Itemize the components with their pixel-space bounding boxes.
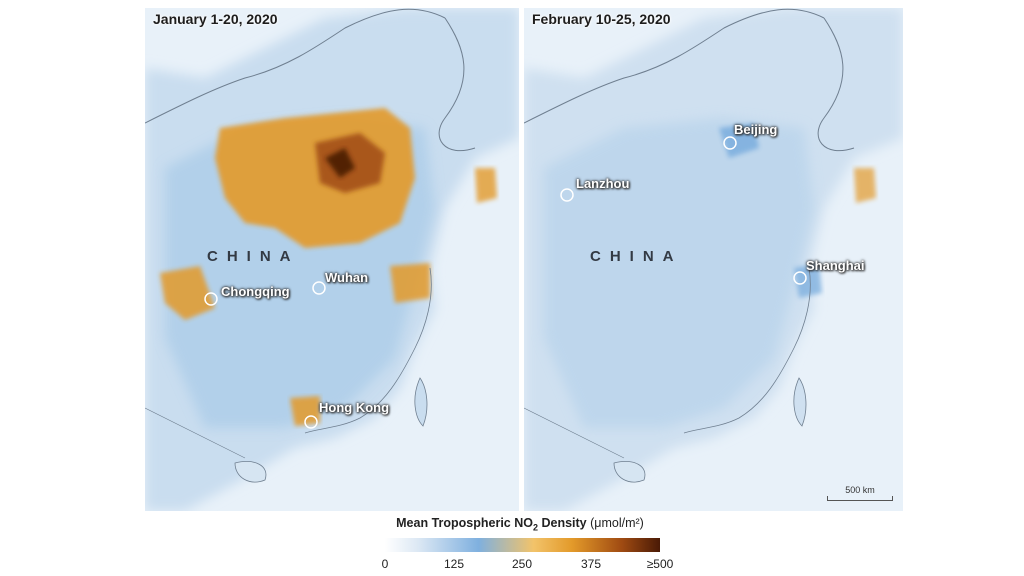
no2-map-february [524,8,903,511]
legend-tick: 0 [381,557,389,571]
no2-map-january [145,8,519,511]
country-label-china: CHINA [590,248,683,265]
legend-tick: 250 [511,557,533,571]
country-label-china: CHINA [207,248,300,265]
map-panel-february: February 10-25, 2020 CHINA Lanzhou Beiji… [524,8,903,511]
legend-tick: 375 [580,557,602,571]
city-label-beijing: Beijing [734,122,778,137]
color-legend: Mean Tropospheric NO2 Density (μmol/m²) … [370,516,674,576]
legend-tick: 125 [443,557,465,571]
city-label-wuhan: Wuhan [325,270,369,285]
city-label-shanghai: Shanghai [806,258,865,273]
legend-tick: ≥500 [646,557,674,571]
map-panel-january: January 1-20, 2020 CHINA Chongqing Wuhan… [145,8,519,511]
legend-color-ramp [385,538,660,552]
scale-bar: 500 km [827,485,893,501]
legend-title: Mean Tropospheric NO2 Density (μmol/m²) [396,516,644,533]
panel-title-january: January 1-20, 2020 [153,11,278,27]
city-label-chongqing: Chongqing [221,284,290,299]
scale-bar-line [827,496,893,501]
scale-bar-label: 500 km [845,485,875,495]
city-label-lanzhou: Lanzhou [576,176,630,191]
panel-title-february: February 10-25, 2020 [532,11,671,27]
city-label-hong-kong: Hong Kong [319,400,390,415]
